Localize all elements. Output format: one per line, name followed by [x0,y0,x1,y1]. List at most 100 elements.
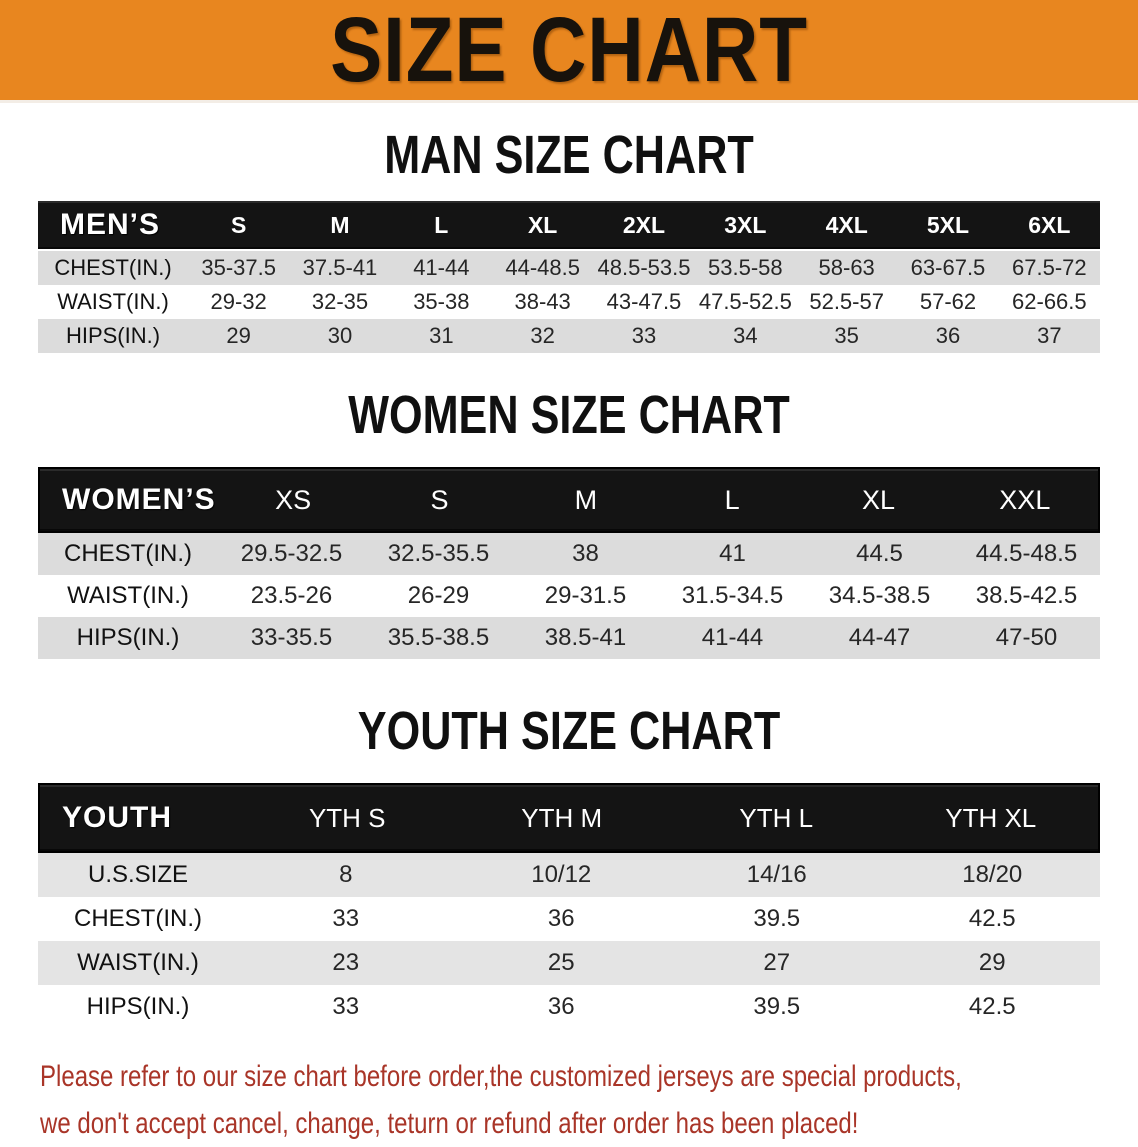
size-value-cell: 31 [429,323,454,348]
size-section: MAN SIZE CHART MEN’S S M L XL 2XL 3XL 4XL 5XL 6X… [0,125,1138,353]
table-header-row: WOMEN’S XS S M L XL XXL [38,467,1100,533]
size-value-cell: 32 [530,323,555,348]
size-value-cell: 29-32 [210,289,267,314]
note-line: Please refer to our size chart before or… [40,1060,962,1093]
table-row: WAIST(IN.) 23 25 27 29 [38,941,1100,985]
disclaimer-note: Please refer to our size chart before or… [40,1053,1138,1147]
table-body: CHEST(IN.) 29.5-32.5 32.5-35.5 38 41 44.5 44.5… [38,533,1100,659]
size-column-header: M [574,484,598,515]
table-row: U.S.SIZE 8 10/12 14/16 18/20 [38,853,1100,897]
banner-title: SIZE CHART [330,0,808,101]
size-value-cell: 8 [339,861,353,888]
table-row: CHEST(IN.) 33 36 39.5 42.5 [38,897,1100,941]
row-label: WAIST(IN.) [57,289,169,314]
size-value-cell: 62-66.5 [1012,289,1087,314]
table-body: U.S.SIZE 8 10/12 14/16 18/20 CHEST(IN.) 33 36 39… [38,853,1100,1029]
size-value-cell: 35-37.5 [201,255,276,280]
size-value-cell: 44-47 [848,624,911,651]
table-row: CHEST(IN.) 35-37.5 37.5-41 41-44 44-48.5 48.5… [38,251,1100,285]
size-column-header: XL [527,211,558,238]
size-value-cell: 32-35 [311,289,369,314]
size-column-header: XXL [999,484,1051,515]
row-label: WAIST(IN.) [77,949,199,976]
size-value-cell: 58-63 [818,255,875,280]
size-value-cell: 39.5 [753,993,801,1020]
size-value-cell: 42.5 [968,905,1016,932]
size-table: YOUTH YTH S YTH M YTH L YTH XL U.S.SIZE 8 10/… [38,783,1100,1029]
group-label: MEN’S [60,208,161,241]
size-value-cell: 43-47.5 [606,289,682,314]
section-heading: MAN SIZE CHART [0,125,1138,185]
size-value-cell: 34.5-38.5 [828,582,931,609]
size-column-header: YTH XL [945,802,1037,833]
size-column-header: YTH M [521,802,603,833]
size-value-cell: 53.5-58 [708,255,783,280]
size-value-cell: 39.5 [753,905,801,932]
table-row: CHEST(IN.) 29.5-32.5 32.5-35.5 38 41 44.5 44.5… [38,533,1100,575]
size-value-cell: 37 [1037,323,1062,348]
size-value-cell: 44.5 [856,540,903,567]
size-value-cell: 26-29 [407,582,470,609]
size-value-cell: 38.5-42.5 [975,582,1078,609]
row-label: U.S.SIZE [87,861,189,888]
section-heading: YOUTH SIZE CHART [0,701,1138,761]
table-header-row: MEN’S S M L XL 2XL 3XL 4XL 5XL 6XL [38,201,1100,251]
size-value-cell: 63-67.5 [910,255,986,280]
size-column-header: 4XL [825,211,868,238]
size-value-cell: 36 [935,323,961,348]
size-table: MEN’S S M L XL 2XL 3XL 4XL 5XL 6XL CHEST(IN.) 35-… [38,201,1100,353]
size-value-cell: 33 [332,905,360,932]
size-column-header: YTH S [308,802,386,833]
size-value-cell: 41-44 [701,624,764,651]
row-label: CHEST(IN.) [64,540,192,567]
size-value-cell: 33-35.5 [250,624,333,651]
size-value-cell: 33 [332,993,360,1020]
size-value-cell: 30 [327,323,353,348]
size-value-cell: 36 [547,993,575,1020]
size-value-cell: 47-50 [995,624,1058,651]
row-label: HIPS(IN.) [65,323,161,348]
size-value-cell: 37.5-41 [302,255,378,280]
row-label: HIPS(IN.) [86,993,190,1020]
size-value-cell: 57-62 [919,289,977,314]
size-value-cell: 14/16 [746,861,807,888]
size-value-cell: 38-43 [514,289,571,314]
section-heading-text: MAN SIZE CHART [384,125,754,185]
size-value-cell: 25 [547,949,575,976]
table-row: WAIST(IN.) 29-32 32-35 35-38 38-43 43-47.5 47.… [38,285,1100,319]
size-value-cell: 47.5-52.5 [698,289,792,314]
size-column-header: S [230,211,247,238]
size-value-cell: 29-31.5 [544,582,627,609]
size-chart-banner: SIZE CHART [0,0,1138,103]
size-column-header: L [724,484,740,515]
table-row: HIPS(IN.) 29 30 31 32 33 34 35 36 37 [38,319,1100,353]
size-value-cell: 32.5-35.5 [387,540,490,567]
size-value-cell: 67.5-72 [1012,255,1087,280]
size-value-cell: 18/20 [962,861,1023,888]
size-column-header: L [434,211,449,238]
row-label: WAIST(IN.) [67,582,189,609]
group-label: WOMEN’S [62,483,216,516]
size-value-cell: 27 [763,949,791,976]
size-table: WOMEN’S XS S M L XL XXL CHEST(IN.) 29.5-32.5 32… [38,467,1100,659]
size-value-cell: 10/12 [531,861,592,888]
row-label: HIPS(IN.) [76,624,180,651]
row-label: CHEST(IN.) [74,905,202,932]
section-heading-text: WOMEN SIZE CHART [348,385,790,445]
size-value-cell: 35.5-38.5 [387,624,490,651]
size-column-header: 3XL [724,211,767,238]
size-value-cell: 52.5-57 [809,289,884,314]
size-column-header: M [330,211,350,238]
size-value-cell: 33 [631,323,657,348]
size-value-cell: 31.5-34.5 [681,582,784,609]
table-row: HIPS(IN.) 33 36 39.5 42.5 [38,985,1100,1029]
size-value-cell: 29 [978,949,1006,976]
section-heading-text: YOUTH SIZE CHART [357,701,781,761]
size-value-cell: 41 [719,540,746,567]
size-value-cell: 44-48.5 [505,255,580,280]
size-section: YOUTH SIZE CHART YOUTH YTH S YTH M YTH L YT… [0,701,1138,1029]
size-value-cell: 35 [834,323,859,348]
size-value-cell: 42.5 [968,993,1016,1020]
size-value-cell: 34 [733,323,758,348]
size-column-header: S [430,484,449,515]
